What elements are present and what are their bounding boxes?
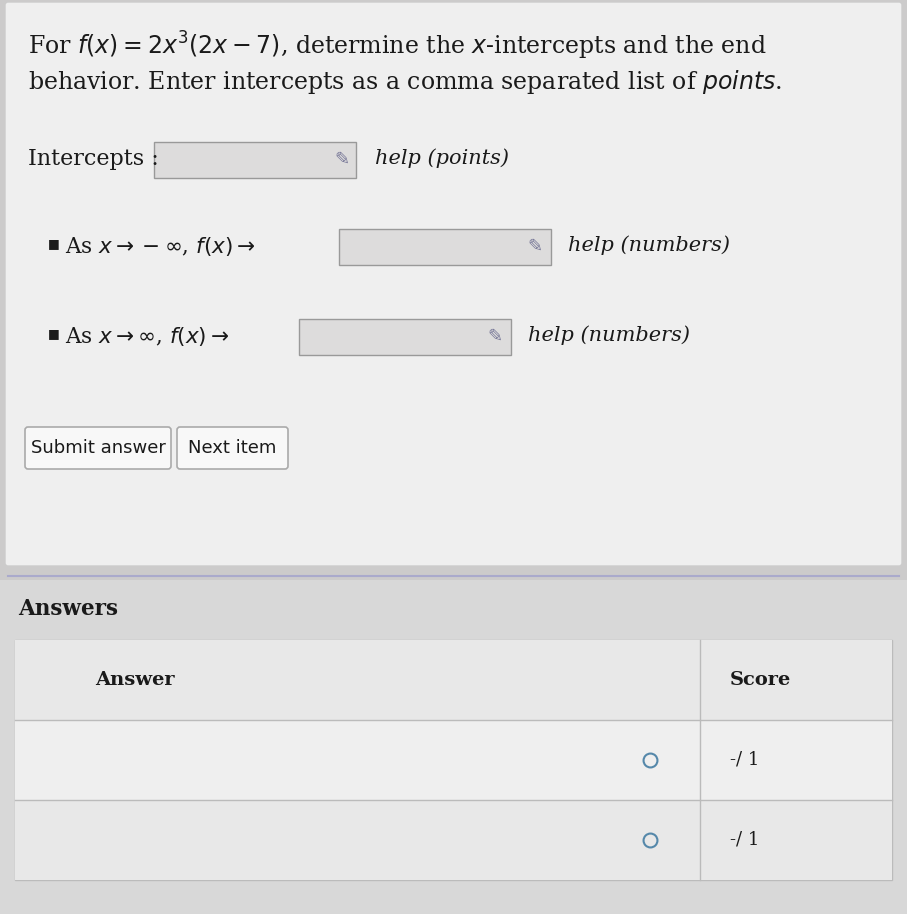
FancyBboxPatch shape [5,2,902,566]
Text: ✎: ✎ [528,238,542,256]
FancyBboxPatch shape [299,319,511,355]
Text: help (numbers): help (numbers) [528,325,690,345]
Bar [15,640,892,880]
FancyBboxPatch shape [25,427,171,469]
Text: ✎: ✎ [335,151,349,169]
Text: -/ 1: -/ 1 [730,831,759,849]
Text: -/ 1: -/ 1 [730,751,759,769]
Text: As $x \rightarrow -\infty$, $f(x) \rightarrow$: As $x \rightarrow -\infty$, $f(x) \right… [65,235,256,258]
Text: Answers: Answers [18,598,118,620]
Text: Intercepts :: Intercepts : [28,148,159,170]
Text: behavior. Enter intercepts as a comma separated list of $\it{points}$.: behavior. Enter intercepts as a comma se… [28,68,782,96]
Text: For $f(x) = 2x^{3}(2x-7)$, determine the $x$-intercepts and the end: For $f(x) = 2x^{3}(2x-7)$, determine the… [28,30,766,62]
Text: ✎: ✎ [487,328,502,346]
Bar [15,720,892,800]
FancyBboxPatch shape [177,427,288,469]
FancyBboxPatch shape [339,229,551,265]
Text: Answer: Answer [95,671,175,689]
Text: As $x \rightarrow \infty$, $f(x) \rightarrow$: As $x \rightarrow \infty$, $f(x) \righta… [65,325,229,348]
Text: Score: Score [730,671,791,689]
Bar [15,640,892,720]
Bar [15,800,892,880]
FancyBboxPatch shape [154,142,356,178]
Text: help (numbers): help (numbers) [568,235,730,255]
Bar [0,580,907,914]
Text: Submit answer: Submit answer [31,439,165,457]
Text: Next item: Next item [188,439,277,457]
Text: ■: ■ [48,237,60,250]
Text: help (points): help (points) [375,148,509,167]
Text: ■: ■ [48,327,60,340]
